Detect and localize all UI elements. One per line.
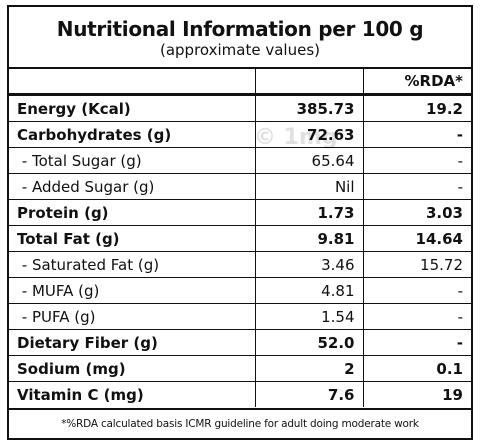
rda-value: 3.03 <box>362 199 471 226</box>
nutrient-value: Nil <box>254 173 363 200</box>
rda-value: 19 <box>362 381 471 407</box>
nutrient-name: Vitamin C (mg) <box>9 381 255 407</box>
rda-value: - <box>362 303 471 330</box>
nutrition-panel: Nutritional Information per 100 g (appro… <box>7 5 473 440</box>
header-row: %RDA* <box>9 67 471 95</box>
rda-value: - <box>362 147 471 174</box>
nutrient-row: - Added Sugar (g) Nil - <box>9 173 471 200</box>
nutrition-table: %RDA* Energy (Kcal) 385.73 19.2 Carbohydrate… <box>9 67 471 407</box>
rda-value: 14.64 <box>362 225 471 252</box>
watermark: © 1mg <box>254 125 338 150</box>
nutrient-value: 385.73 <box>254 93 363 122</box>
nutrient-value: 3.46 <box>254 251 363 278</box>
nutrient-row: Energy (Kcal) 385.73 19.2 <box>9 93 471 122</box>
nutrient-value: 1.54 <box>254 303 363 330</box>
nutrient-name: - PUFA (g) <box>9 303 255 330</box>
nutrient-row: Sodium (mg) 2 0.1 <box>9 355 471 382</box>
nutrient-row: Dietary Fiber (g) 52.0- <box>9 329 471 356</box>
nutrient-row: Protein (g) 1.73 3.03 <box>9 199 471 226</box>
nutrient-row: - MUFA (g) 4.81- <box>9 277 471 304</box>
nutrient-name: Energy (Kcal) <box>9 93 255 122</box>
nutrient-value: 52.0 <box>254 329 363 356</box>
nutrient-name: Sodium (mg) <box>9 355 255 382</box>
nutrient-name: - MUFA (g) <box>9 277 255 304</box>
nutrient-name: Total Fat (g) <box>9 225 255 252</box>
column-header <box>254 67 363 95</box>
title: Nutritional Information per 100 g <box>56 17 424 41</box>
rda-value: - <box>362 277 471 304</box>
nutrient-row: - Saturated Fat (g) 3.46 15.72 <box>9 251 471 278</box>
nutrient-value: 7.6 <box>254 381 363 407</box>
nutrient-value: 4.81 <box>254 277 363 304</box>
nutrient-name: Protein (g) <box>9 199 255 226</box>
subtitle: (approximate values) <box>159 41 320 59</box>
nutrient-name: - Total Sugar (g) <box>9 147 255 174</box>
nutrient-name: - Added Sugar (g) <box>9 173 255 200</box>
rda-value: - <box>362 329 471 356</box>
nutrient-value: 65.64 <box>254 147 363 174</box>
rda-value: - <box>362 173 471 200</box>
nutrient-value: 72.63 <box>254 121 363 148</box>
nutrient-row: Carbohydrates (g) 72.63- <box>9 121 471 148</box>
nutrient-row: - Total Sugar (g) 65.64- <box>9 147 471 174</box>
nutrient-row: Total Fat (g) 9.81 14.64 <box>9 225 471 252</box>
nutrient-value: 1.73 <box>254 199 363 226</box>
nutrient-name: - Saturated Fat (g) <box>9 251 255 278</box>
rda-value: 0.1 <box>362 355 471 382</box>
rda-value: 15.72 <box>362 251 471 278</box>
nutrient-value: 2 <box>254 355 363 382</box>
nutrient-name: Dietary Fiber (g) <box>9 329 255 356</box>
rda-value: - <box>362 121 471 148</box>
nutrient-name: Carbohydrates (g) <box>9 121 255 148</box>
column-header: %RDA* <box>362 67 471 95</box>
rda-value: 19.2 <box>362 93 471 122</box>
nutrient-value: 9.81 <box>254 225 363 252</box>
column-header <box>9 67 255 95</box>
nutrient-row: Vitamin C (mg) 7.6 19 <box>9 381 471 407</box>
footnote: *%RDA calculated basis ICMR guideline fo… <box>9 408 471 438</box>
nutrient-row: - PUFA (g) 1.54- <box>9 303 471 330</box>
